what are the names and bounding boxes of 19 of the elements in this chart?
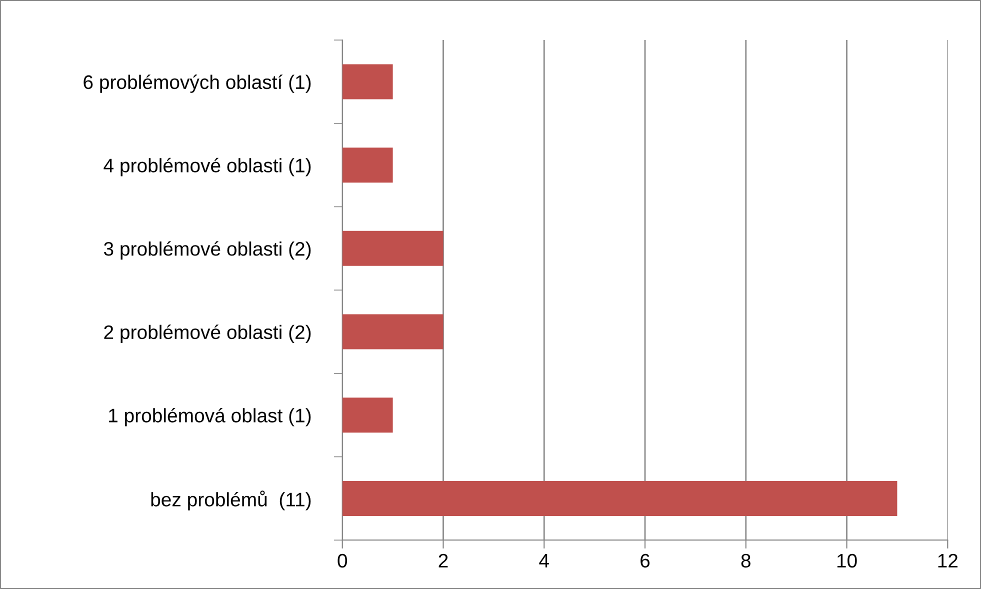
x-tick-label: 2	[438, 554, 448, 568]
bar	[342, 230, 444, 266]
bar	[342, 314, 444, 350]
y-tick-label: 2 problémové oblasti (2)	[104, 324, 311, 343]
y-tick-label: 1 problémová oblast (1)	[109, 408, 311, 426]
x-tick-label: 12	[938, 554, 958, 568]
bar	[342, 398, 393, 433]
x-tick-label: 8	[741, 554, 750, 568]
x-tick-label: 10	[837, 554, 857, 568]
x-tick-label: 0	[338, 554, 348, 568]
y-tick-label: 3 problémové oblasti (2)	[104, 241, 311, 260]
bar	[342, 480, 898, 516]
y-tick-label: 4 problémové oblasti (1)	[104, 158, 311, 176]
y-tick-label: 6 problémových oblastí (1)	[84, 74, 311, 93]
y-tick-label: bez problémů (11)	[151, 490, 311, 510]
x-tick-label: 4	[539, 554, 549, 568]
x-tick-label: 6	[640, 554, 650, 568]
bar	[342, 64, 393, 100]
bar	[342, 148, 393, 183]
